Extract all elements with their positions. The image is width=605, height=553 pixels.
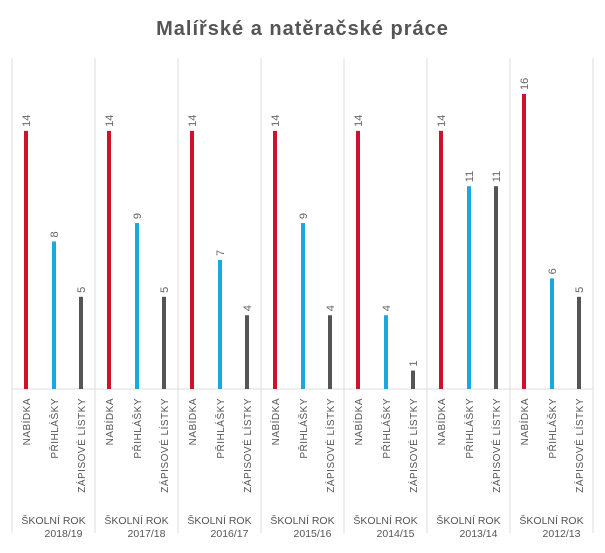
year-label: 2016/17 xyxy=(211,528,249,540)
value-label: 8 xyxy=(49,231,61,237)
bar-category-label: ZÁPISOVÉ LÍSTKY xyxy=(241,398,254,493)
group-label: ŠKOLNÍ ROK xyxy=(519,514,583,527)
value-label: 5 xyxy=(159,287,171,293)
year-label: 2015/16 xyxy=(294,528,332,540)
bar-3 xyxy=(577,296,581,389)
year-label: 2018/19 xyxy=(45,528,83,540)
value-label: 11 xyxy=(464,171,476,182)
bar-category-label: NABÍDKA xyxy=(269,398,282,445)
value-label: 4 xyxy=(381,305,393,311)
bar-category-label: PŘIHLÁŠKY xyxy=(463,398,476,459)
year-label: 2017/18 xyxy=(128,528,166,540)
bar-category-label: ZÁPISOVÉ LÍSTKY xyxy=(324,398,337,493)
bar-3 xyxy=(245,315,249,389)
bar-2 xyxy=(52,241,56,389)
value-label: 4 xyxy=(242,305,254,311)
bar-3 xyxy=(79,296,83,389)
bar-category-label: ZÁPISOVÉ LÍSTKY xyxy=(75,398,88,493)
bar-category-label: NABÍDKA xyxy=(352,398,365,445)
bar-category-label: PŘIHLÁŠKY xyxy=(214,398,227,459)
value-label: 14 xyxy=(270,115,282,127)
value-label: 14 xyxy=(436,115,448,127)
bar-3 xyxy=(411,370,415,389)
value-label: 11 xyxy=(491,171,503,182)
value-label: 7 xyxy=(215,250,227,256)
value-label: 14 xyxy=(104,115,116,127)
bar-1 xyxy=(356,130,360,389)
chart-title: Malířské a natěračské práce xyxy=(156,18,449,40)
bar-category-label: NABÍDKA xyxy=(186,398,199,445)
year-label: 2014/15 xyxy=(377,528,415,540)
bar-category-label: PŘIHLÁŠKY xyxy=(380,398,393,459)
bar-category-label: NABÍDKA xyxy=(103,398,116,445)
value-label: 14 xyxy=(187,115,199,127)
bar-2 xyxy=(135,223,139,389)
bar-3 xyxy=(328,315,332,389)
bar-2 xyxy=(218,259,222,389)
bar-category-label: PŘIHLÁŠKY xyxy=(546,398,559,459)
bar-category-label: NABÍDKA xyxy=(435,398,448,445)
value-label: 16 xyxy=(519,78,531,90)
bar-category-label: ZÁPISOVÉ LÍSTKY xyxy=(158,398,171,493)
value-label: 4 xyxy=(325,305,337,311)
bar-1 xyxy=(273,130,277,389)
value-label: 14 xyxy=(21,115,33,127)
value-label: 5 xyxy=(574,287,586,293)
group-label: ŠKOLNÍ ROK xyxy=(353,514,417,527)
bar-category-label: ZÁPISOVÉ LÍSTKY xyxy=(490,398,503,493)
bar-category-label: PŘIHLÁŠKY xyxy=(48,398,61,459)
bar-category-label: PŘIHLÁŠKY xyxy=(131,398,144,459)
bar-3 xyxy=(494,186,498,389)
bar-1 xyxy=(190,130,194,389)
bar-1 xyxy=(24,130,28,389)
year-label: 2012/13 xyxy=(543,528,581,540)
bar-3 xyxy=(162,296,166,389)
group-label: ŠKOLNÍ ROK xyxy=(21,514,85,527)
bar-2 xyxy=(384,315,388,389)
value-label: 9 xyxy=(298,213,310,219)
year-label: 2013/14 xyxy=(460,528,498,540)
group-label: ŠKOLNÍ ROK xyxy=(104,514,168,527)
bar-category-label: PŘIHLÁŠKY xyxy=(297,398,310,459)
bar-2 xyxy=(301,223,305,389)
group-label: ŠKOLNÍ ROK xyxy=(187,514,251,527)
bar-1 xyxy=(107,130,111,389)
value-label: 1 xyxy=(408,360,420,366)
bar-category-label: ZÁPISOVÉ LÍSTKY xyxy=(573,398,586,493)
bar-2 xyxy=(550,278,554,389)
bar-1 xyxy=(522,94,526,389)
value-label: 5 xyxy=(76,287,88,293)
value-label: 9 xyxy=(132,213,144,219)
group-label: ŠKOLNÍ ROK xyxy=(270,514,334,527)
bar-category-label: NABÍDKA xyxy=(518,398,531,445)
bar-category-label: NABÍDKA xyxy=(20,398,33,445)
bar-2 xyxy=(467,186,471,389)
group-label: ŠKOLNÍ ROK xyxy=(436,514,500,527)
bar-category-label: ZÁPISOVÉ LÍSTKY xyxy=(407,398,420,493)
value-label: 6 xyxy=(547,268,559,274)
bar-1 xyxy=(439,130,443,389)
value-label: 14 xyxy=(353,115,365,127)
